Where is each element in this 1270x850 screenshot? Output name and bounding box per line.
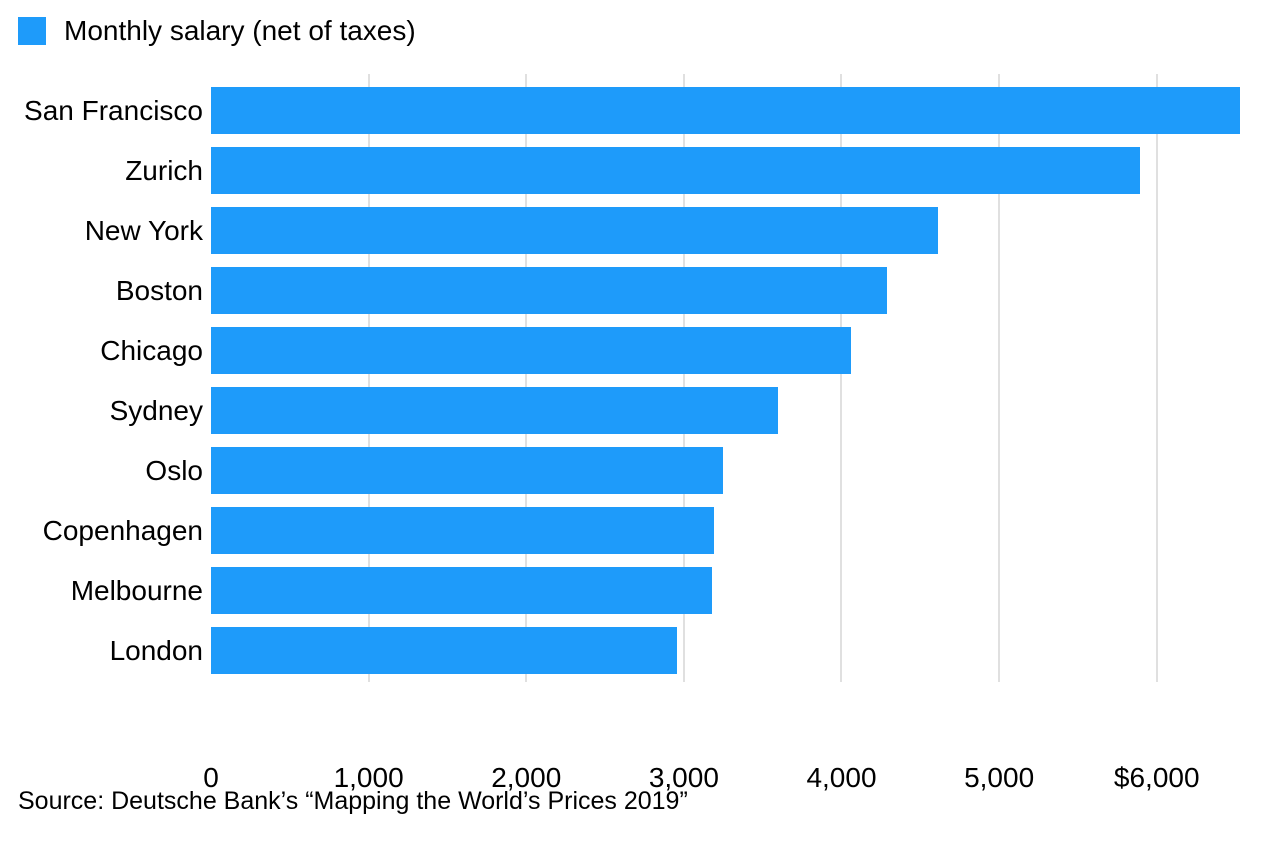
gridline <box>998 74 1001 682</box>
x-tick-label: 4,000 <box>806 762 877 793</box>
salary-bar <box>211 627 677 674</box>
category-label: London <box>109 635 203 666</box>
bar-row: Copenhagen <box>0 507 1270 554</box>
gridline <box>1155 74 1158 682</box>
category-label: Zurich <box>125 155 203 186</box>
legend-label: Monthly salary (net of taxes) <box>64 15 416 46</box>
category-label: New York <box>84 215 203 246</box>
category-label: Chicago <box>100 335 203 366</box>
bar-row: New York <box>0 207 1270 254</box>
salary-bar <box>211 387 779 434</box>
category-label: San Francisco <box>24 95 203 126</box>
legend-swatch-icon <box>18 17 46 45</box>
bar-row: San Francisco <box>0 87 1270 134</box>
gridline <box>682 74 685 682</box>
bar-row: Melbourne <box>0 567 1270 614</box>
salary-bar <box>211 207 938 254</box>
salary-bar <box>211 447 723 494</box>
category-label: Boston <box>115 275 203 306</box>
category-label: Copenhagen <box>42 515 203 546</box>
x-axis: 0 1,000 2,000 3,000 4,000 5,000 $6,000 <box>203 762 1245 798</box>
salary-bar <box>211 567 713 614</box>
bar-row: Zurich <box>0 147 1270 194</box>
x-tick-label: 2,000 <box>491 762 562 793</box>
salary-bar <box>211 147 1141 194</box>
source-note: Source: Deutsche Bank’s “Mapping the Wor… <box>18 787 688 815</box>
x-tick-label: 1,000 <box>333 762 404 793</box>
bar-row: Oslo <box>0 447 1270 494</box>
bar-row: Chicago <box>0 327 1270 374</box>
salary-bar <box>211 507 714 554</box>
gridline <box>840 74 843 682</box>
bar-row: London <box>0 627 1270 674</box>
bar-row: Boston <box>0 267 1270 314</box>
salary-bar <box>211 267 887 314</box>
salary-bar <box>211 87 1240 134</box>
x-tick-label: 0 <box>203 762 219 793</box>
gridline <box>367 74 370 682</box>
bar-rows: San Francisco Zurich New York Boston Chicago… <box>0 87 1270 674</box>
category-label: Sydney <box>109 395 203 426</box>
bar-row: Sydney <box>0 387 1270 434</box>
salary-bar <box>211 327 852 374</box>
bar-chart: San Francisco Zurich New York Boston Chicago… <box>0 74 1270 792</box>
x-tick-label: 3,000 <box>648 762 719 793</box>
category-label: Melbourne <box>70 575 203 606</box>
gridline <box>525 74 528 682</box>
x-tick-label: $6,000 <box>1113 762 1200 793</box>
legend: Monthly salary (net of taxes) <box>18 14 416 48</box>
plot-area <box>211 74 1245 682</box>
category-label: Oslo <box>145 455 203 486</box>
x-tick-label: 5,000 <box>964 762 1035 793</box>
